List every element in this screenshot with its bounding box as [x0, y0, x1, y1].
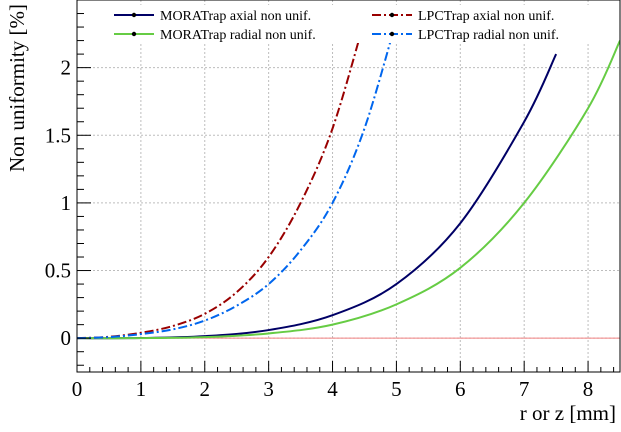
y-tick-label: 2: [61, 56, 72, 80]
legend-label: MORATrap axial non unif.: [160, 9, 311, 24]
legend-marker: [131, 12, 137, 18]
y-axis-title: Non uniformity [%]: [5, 4, 29, 172]
series-line-2: [77, 40, 620, 340]
x-tick-label: 6: [455, 377, 466, 401]
x-tick-label: 7: [519, 377, 530, 401]
plot-frame: [76, 0, 621, 373]
x-tick-label: 0: [72, 377, 83, 401]
y-tick-label: 1: [61, 191, 72, 215]
series-line-1: [77, 53, 558, 340]
x-tick-label: 2: [200, 377, 211, 401]
x-tick-label: 4: [327, 377, 338, 401]
axes-frame: [76, 0, 621, 373]
grid: [77, 0, 620, 372]
ticks: [76, 13, 615, 372]
legend-label: MORATrap radial non unif.: [160, 28, 316, 43]
legend-label: LPCTrap radial non unif.: [418, 28, 559, 43]
legend-label: LPCTrap axial non unif.: [418, 9, 554, 24]
legend: MORATrap axial non unif. MORATrap radial …: [100, 5, 610, 43]
y-tick-label: 1.5: [45, 123, 71, 147]
tick-labels: 0 1 2 3 4 5 6 7 8 0 0.5 1 1.5 2: [45, 56, 594, 401]
legend-marker: [389, 31, 395, 37]
x-axis-title: r or z [mm]: [520, 401, 616, 425]
y-tick-label: 0.5: [45, 259, 71, 283]
legend-box: [100, 5, 610, 43]
series-lines: [77, 20, 620, 340]
y-tick-label: 0: [61, 326, 72, 350]
legend-marker: [389, 12, 395, 18]
x-tick-label: 3: [263, 377, 274, 401]
series-line-4: [77, 20, 398, 340]
x-tick-label: 1: [136, 377, 147, 401]
x-tick-label: 8: [583, 377, 594, 401]
legend-marker: [131, 31, 137, 37]
x-tick-label: 5: [391, 377, 402, 401]
